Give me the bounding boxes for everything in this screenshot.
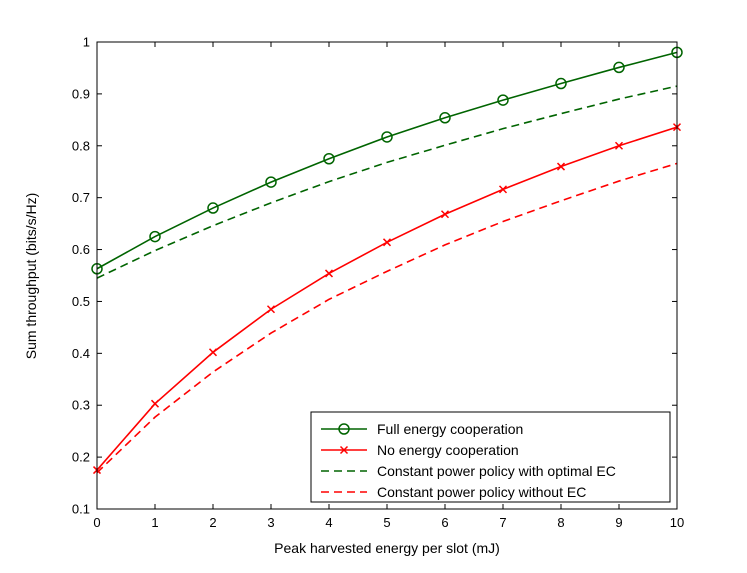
x-tick-label-7: 7 — [499, 515, 506, 530]
plot-area — [91, 46, 683, 475]
data-point-s2-7 — [498, 185, 508, 194]
legend-box — [310, 411, 671, 503]
data-point-s1-4 — [323, 153, 335, 165]
x-tick-label-9: 9 — [615, 515, 622, 530]
y-tick-label-1: 0.2 — [72, 450, 90, 465]
y-tick-label-0: 0.1 — [72, 502, 90, 517]
x-tick-label-2: 2 — [209, 515, 216, 530]
x-tick-label-5: 5 — [383, 515, 390, 530]
data-point-s2-2 — [208, 348, 218, 357]
y-tick-label-5: 0.6 — [72, 242, 90, 257]
x-tick-label-8: 8 — [557, 515, 564, 530]
legend-label-3: Constant power policy with optimal EC — [377, 463, 616, 479]
series-line-4 — [96, 162, 678, 474]
data-point-s1-5 — [381, 131, 393, 143]
data-point-s2-8 — [556, 162, 566, 171]
data-point-s1-9 — [613, 61, 625, 74]
x-tick-label-0: 0 — [93, 515, 100, 530]
legend-marker-1 — [338, 423, 350, 435]
y-tick-label-6: 0.7 — [72, 190, 90, 205]
x-axis-label: Peak harvested energy per slot (mJ) — [274, 540, 500, 556]
data-point-s2-4 — [324, 269, 334, 278]
legend-label-1: Full energy cooperation — [377, 421, 523, 437]
data-point-s1-8 — [555, 77, 567, 90]
data-point-s2-9 — [614, 141, 624, 150]
series-line-1 — [96, 51, 678, 270]
data-point-s1-2 — [207, 202, 219, 214]
y-axis-label: Sum throughput (bits/s/Hz) — [23, 193, 39, 360]
legend: Full energy cooperation No energy coopera… — [310, 411, 671, 503]
legend-label-2: No energy cooperation — [377, 442, 519, 458]
x-tick-label-4: 4 — [325, 515, 332, 530]
data-point-s2-6 — [440, 210, 450, 219]
y-tick-label-7: 0.8 — [72, 138, 90, 153]
data-point-s2-1 — [150, 399, 160, 408]
data-point-s2-3 — [266, 305, 276, 314]
x-tick-label-6: 6 — [441, 515, 448, 530]
y-tick-label-2: 0.3 — [72, 398, 90, 413]
x-tick-label-1: 1 — [151, 515, 158, 530]
legend-marker-2 — [339, 445, 349, 455]
data-point-s1-6 — [439, 112, 451, 124]
axes: 0 1 2 3 4 5 6 7 8 9 10 0.1 0.2 0.3 0.4 0.5 0.6 0.7 0.8 0.9 1 — [72, 35, 684, 531]
data-point-s1-3 — [265, 176, 277, 188]
x-tick-label-3: 3 — [267, 515, 274, 530]
series-line-3 — [96, 85, 678, 279]
y-tick-label-3: 0.4 — [72, 346, 90, 361]
legend-label-4: Constant power policy without EC — [377, 484, 586, 500]
y-tick-label-8: 0.9 — [72, 86, 90, 101]
data-point-s2-5 — [382, 238, 392, 247]
data-point-s1-7 — [497, 94, 509, 106]
y-tick-label-9: 1 — [83, 35, 90, 50]
x-tick-label-10: 10 — [670, 515, 684, 530]
data-point-s1-1 — [149, 230, 161, 243]
y-tick-label-4: 0.5 — [72, 294, 90, 309]
